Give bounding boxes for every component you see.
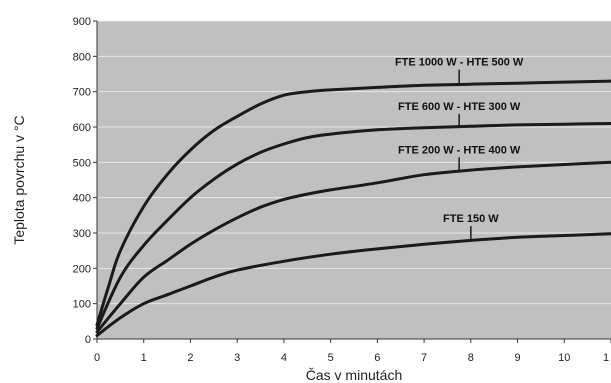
y-tick-label: 100 <box>73 299 91 311</box>
tick-labels: 0 100 200 300 400 500 600 700 800 900 0 1 2 3 4 5 6 7 8 9 10… <box>73 16 611 364</box>
series-label-1: FTE 600 W - HTE 300 W <box>398 101 521 113</box>
grid <box>97 20 611 305</box>
series-line-1 <box>95 122 611 330</box>
y-tick-label: 200 <box>73 263 91 275</box>
x-tick-label: 7 <box>421 352 427 364</box>
series-label-3: FTE 150 W <box>443 213 499 225</box>
x-tick-label: 8 <box>468 352 474 364</box>
x-tick-label: 9 <box>514 352 520 364</box>
x-tick-label: 3 <box>234 352 240 364</box>
plot-background <box>97 21 611 339</box>
x-tick-label: 5 <box>328 352 334 364</box>
y-tick-label: 900 <box>73 16 91 28</box>
y-tick-label: 300 <box>73 228 91 240</box>
x-tick-label: 10 <box>558 352 570 364</box>
x-tick-label: 1 <box>141 352 147 364</box>
series-label-0: FTE 1000 W - HTE 500 W <box>395 57 524 69</box>
y-tick-label: 0 <box>85 334 91 346</box>
y-tick-label: 500 <box>73 157 91 169</box>
x-axis-title: Čas v minutách <box>306 367 402 383</box>
series-line-2 <box>95 160 611 334</box>
x-tick-label: 6 <box>374 352 380 364</box>
series-line-0 <box>95 79 611 327</box>
y-axis-title: Teplota povrchu v °C <box>11 115 27 244</box>
axes <box>93 21 611 343</box>
y-tick-label: 400 <box>73 193 91 205</box>
x-tick-label: 1 <box>603 352 609 364</box>
series-labels: FTE 1000 W - HTE 500 W FTE 600 W - HTE 30… <box>395 57 524 241</box>
y-tick-label: 700 <box>73 87 91 99</box>
series-lines <box>95 79 611 337</box>
x-tick-label: 4 <box>281 352 287 364</box>
x-tick-label: 2 <box>187 352 193 364</box>
x-tick-label: 0 <box>94 352 100 364</box>
series-line-3 <box>95 232 611 337</box>
y-tick-label: 800 <box>73 51 91 63</box>
y-tick-label: 600 <box>73 122 91 134</box>
series-label-2: FTE 200 W - HTE 400 W <box>398 144 521 156</box>
